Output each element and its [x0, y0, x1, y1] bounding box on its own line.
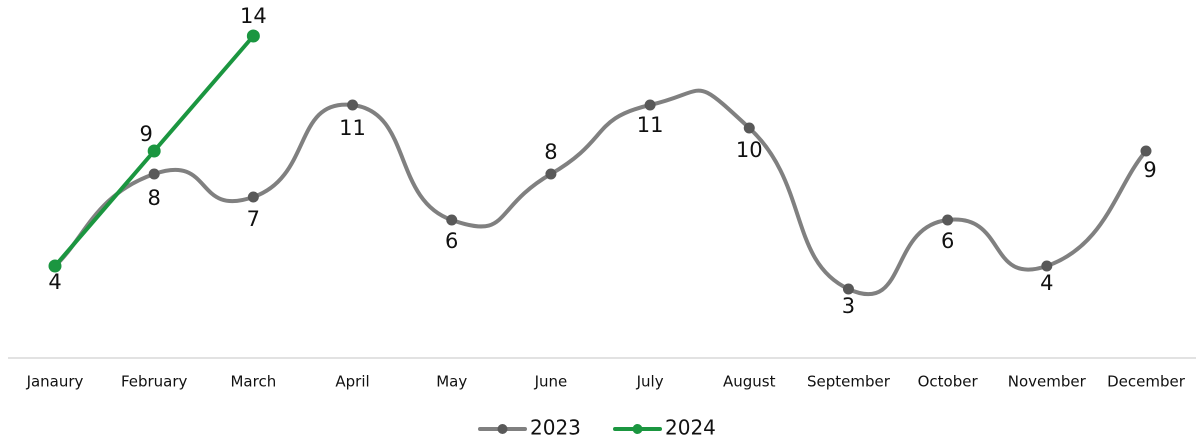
- series-2023-data-label-february: 8: [147, 186, 160, 210]
- series-2023-data-label-march: 7: [247, 207, 260, 231]
- legend-label-2023: 2023: [530, 416, 581, 440]
- data-label-layer: 4 8 7 11 6 8 11 10 3 6 4 9 9 14: [48, 4, 1156, 318]
- x-tick-july: July: [636, 373, 664, 391]
- series-2023-point-october: [942, 214, 954, 226]
- series-2023-point-march: [247, 191, 259, 203]
- x-tick-november: November: [1008, 373, 1087, 391]
- series-2023-point-august: [743, 122, 755, 134]
- x-tick-march: March: [230, 373, 276, 391]
- series-2023-data-label-april: 11: [339, 116, 366, 140]
- legend-item-2024: 2024: [613, 416, 716, 440]
- legend-marker-2024: [632, 424, 643, 434]
- series-2024-point-janaury: [48, 259, 62, 273]
- series-2023-point-december: [1140, 145, 1152, 157]
- series-2023-data-label-december: 9: [1143, 158, 1156, 182]
- series-2023-data-label-july: 11: [637, 113, 664, 137]
- series-2023-point-june: [545, 168, 557, 180]
- series-2024-data-label-february: 9: [139, 122, 152, 146]
- series-2023-point-november: [1041, 260, 1053, 272]
- x-tick-may: May: [436, 373, 467, 391]
- legend-label-2024: 2024: [665, 416, 716, 440]
- series-2023-line: [53, 88, 1148, 297]
- x-tick-september: September: [807, 373, 891, 391]
- series-2023-data-label-august: 10: [736, 138, 763, 162]
- series-2023-data-label-november: 4: [1040, 271, 1053, 295]
- series-2024-point-march: [246, 29, 260, 43]
- series-2023-point-april: [347, 99, 359, 111]
- series-2023-data-label-october: 6: [941, 229, 954, 253]
- x-tick-april: April: [335, 373, 369, 391]
- series-2024-point-february: [147, 144, 161, 158]
- series-2023-data-label-janaury: 4: [48, 270, 61, 294]
- x-tick-august: August: [723, 373, 776, 391]
- series-layer: [48, 29, 1152, 297]
- x-tick-october: October: [918, 373, 979, 391]
- series-2023-data-label-september: 3: [842, 294, 855, 318]
- legend-marker-2023: [497, 424, 508, 434]
- x-tick-june: June: [534, 373, 568, 391]
- x-tick-labels: Janaury February March April May June July Augu…: [26, 373, 1186, 391]
- chart-legend: 2023 2024: [478, 416, 716, 440]
- series-2024-data-label-march: 14: [240, 4, 267, 28]
- series-2023-point-may: [446, 214, 458, 226]
- series-2023-data-label-june: 8: [544, 140, 557, 164]
- x-tick-december: December: [1107, 373, 1186, 391]
- legend-item-2023: 2023: [478, 416, 581, 440]
- series-2023-point-september: [842, 283, 854, 295]
- x-tick-february: February: [121, 373, 188, 391]
- series-2023-point-july: [644, 99, 656, 111]
- x-tick-janaury: Janaury: [26, 373, 84, 391]
- series-2023-point-february: [148, 168, 160, 180]
- series-2023-data-label-may: 6: [445, 229, 458, 253]
